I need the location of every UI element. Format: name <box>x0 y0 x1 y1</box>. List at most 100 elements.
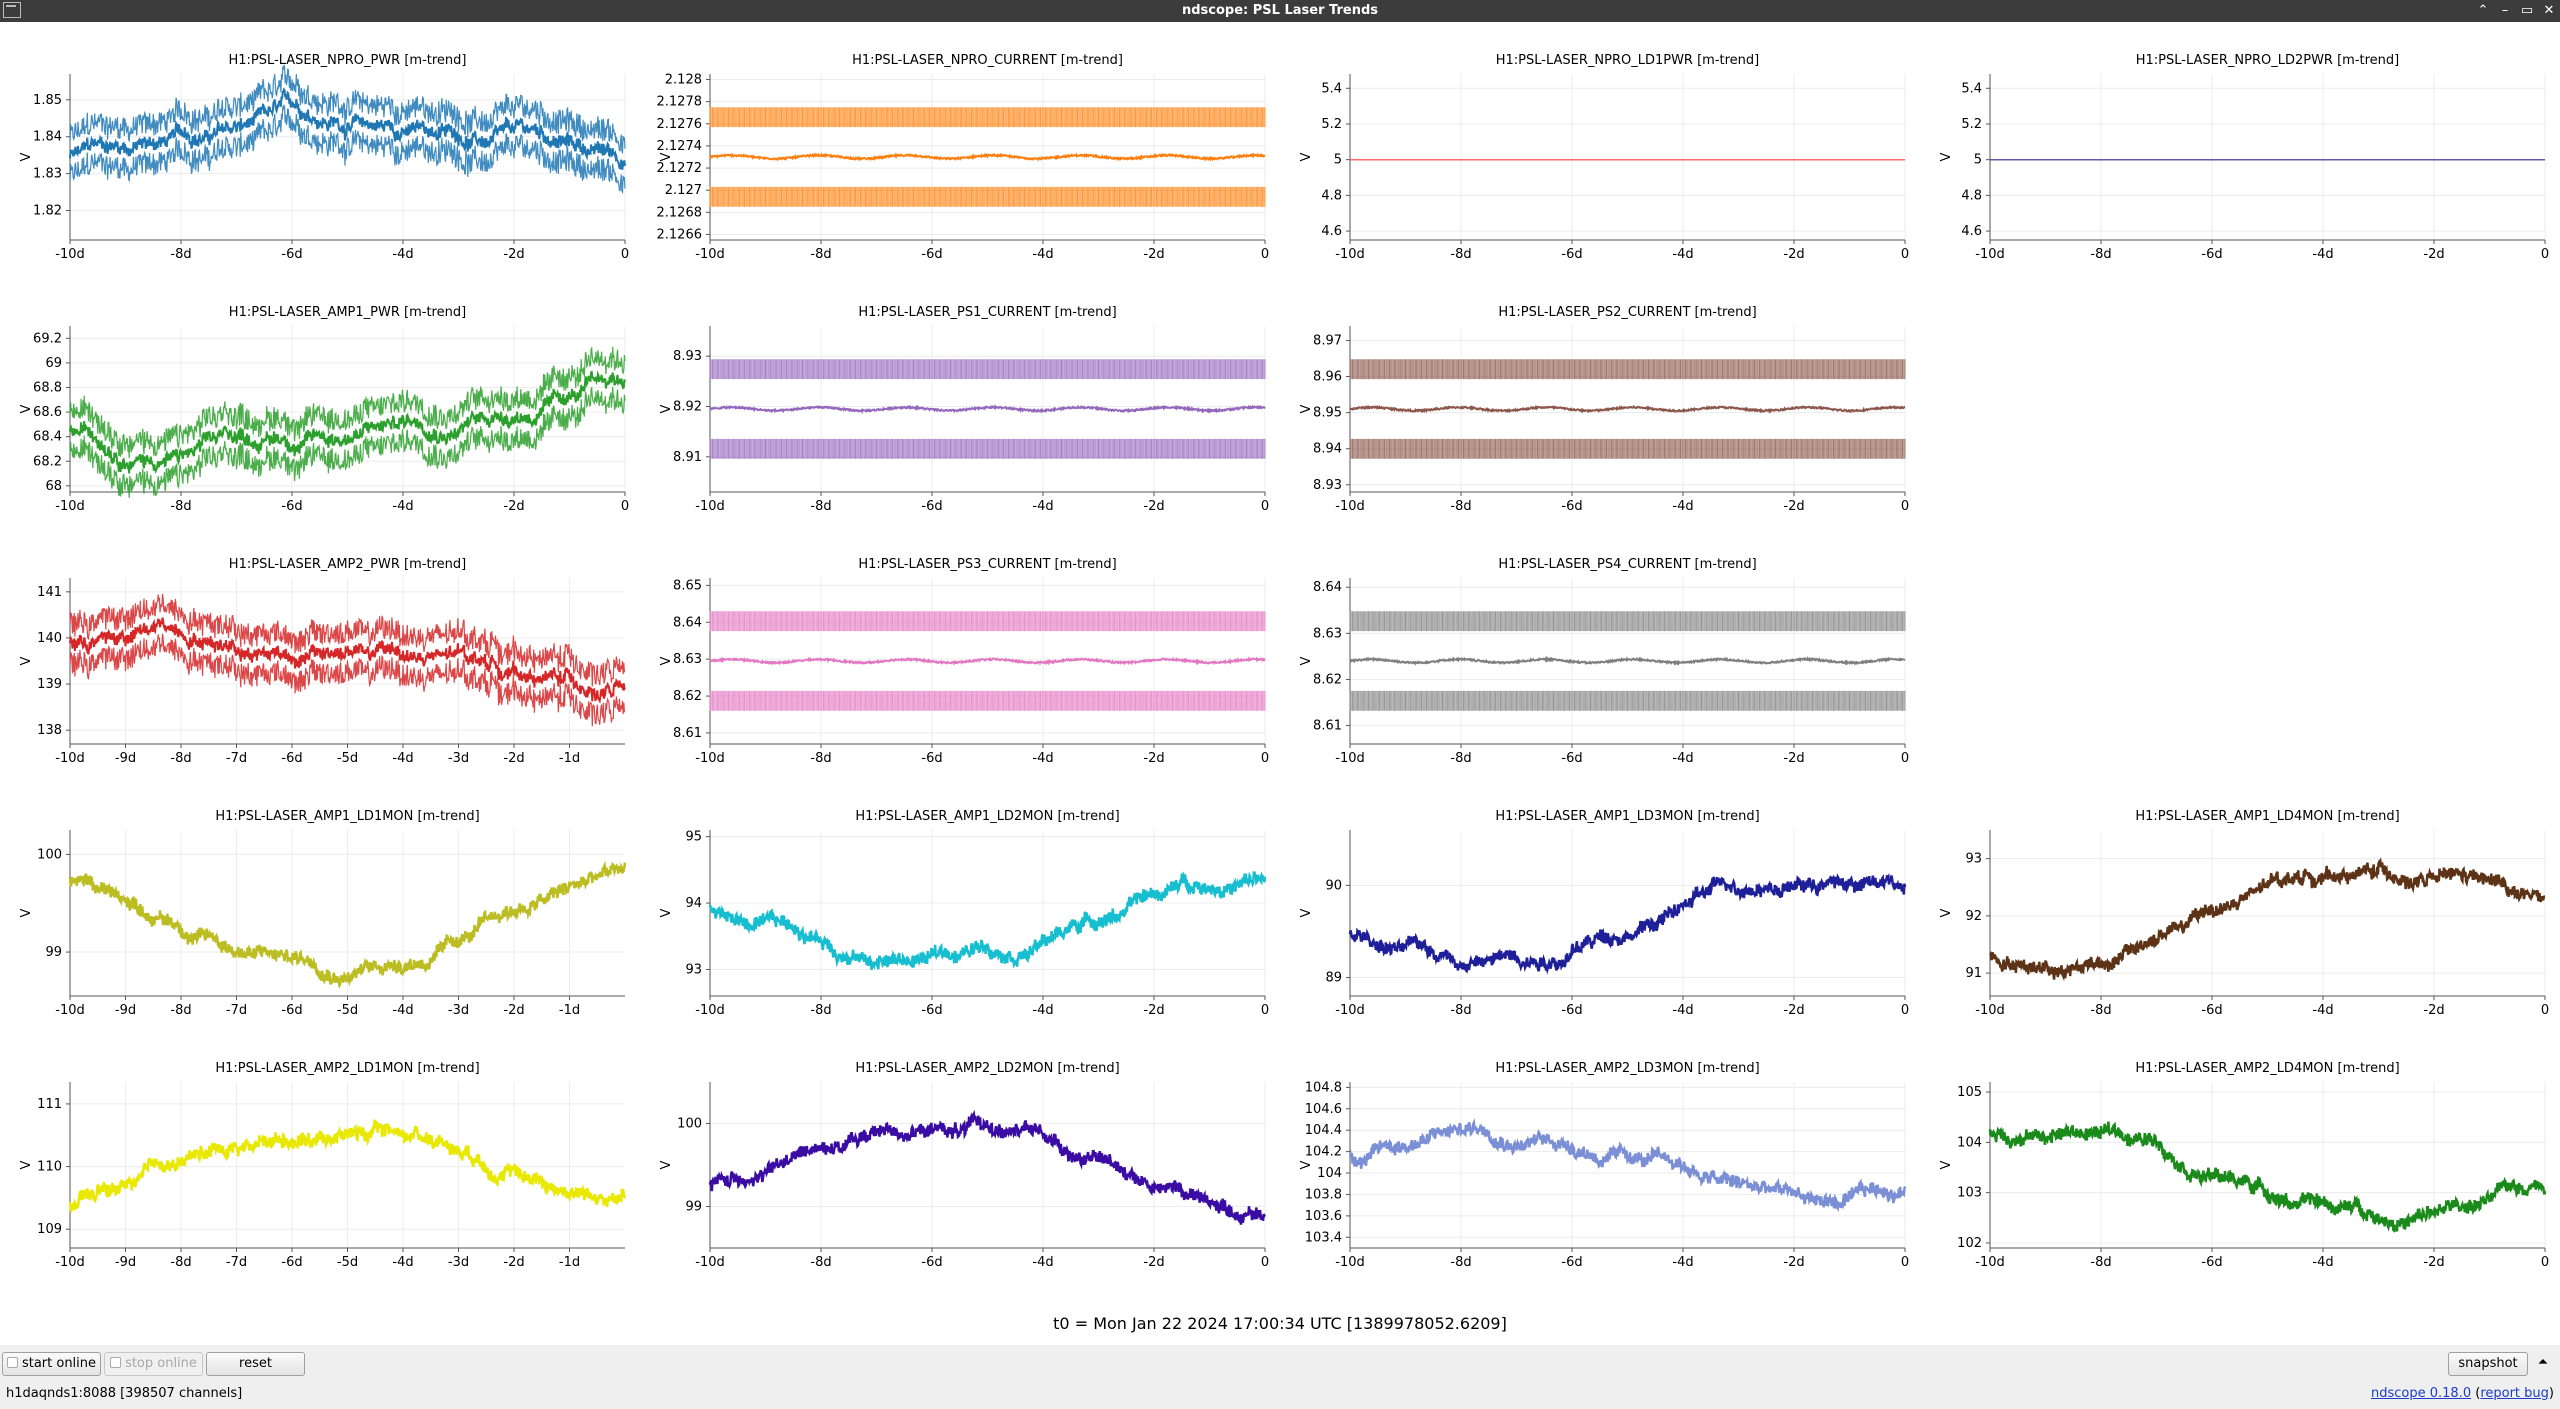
y-tick-label: 68.4 <box>33 430 62 445</box>
y-axis-label: V <box>659 152 674 161</box>
plot-title: H1:PSL-LASER_PS1_CURRENT [m-trend] <box>858 305 1116 320</box>
y-tick-label: 104 <box>1957 1135 1982 1150</box>
plot-9[interactable]: H1:PSL-LASER_PS3_CURRENT [m-trend] V 8.65 8… <box>640 526 1280 778</box>
y-tick-label: 140 <box>37 631 62 646</box>
trace-mean <box>709 152 1266 162</box>
y-tick-label: 8.97 <box>1313 333 1342 348</box>
plot-2[interactable]: H1:PSL-LASER_NPRO_CURRENT [m-trend] V 2.12… <box>640 22 1280 274</box>
y-tick-label: 1.83 <box>33 167 62 182</box>
x-tick-label: -10d <box>1335 1255 1365 1270</box>
y-tick-label: 5 <box>1334 153 1342 168</box>
x-tick-label: 0 <box>1261 247 1269 262</box>
trace <box>69 64 626 195</box>
plot-11[interactable]: H1:PSL-LASER_AMP1_LD1MON [m-trend] V 100 99… <box>0 778 640 1030</box>
y-tick-label: 69 <box>45 356 62 371</box>
trace-mean <box>69 87 626 170</box>
trace-mean <box>709 404 1266 415</box>
x-tick-label: 0 <box>2541 247 2549 262</box>
close-icon[interactable]: ✕ <box>2543 3 2555 18</box>
trace-max <box>1349 359 1906 380</box>
plot-title: H1:PSL-LASER_NPRO_CURRENT [m-trend] <box>852 53 1123 68</box>
trace-max <box>709 107 1266 128</box>
trace-mean <box>1349 655 1906 666</box>
y-tick-label: 5.2 <box>1321 117 1342 132</box>
keep-above-icon[interactable]: ⌃ <box>2477 3 2489 18</box>
y-axis-label: V <box>659 656 674 665</box>
trace <box>709 359 1266 459</box>
bottom-toolbar: start online stop online reset snapshot … <box>0 1345 2560 1409</box>
x-tick-label: -6d <box>921 499 942 514</box>
trace-mean <box>1348 1118 1907 1213</box>
plot-3[interactable]: H1:PSL-LASER_NPRO_LD1PWR [m-trend] V 5.4 5.… <box>1280 22 1920 274</box>
x-tick-label: -6d <box>1561 1255 1582 1270</box>
y-axis-label: V <box>19 656 34 665</box>
x-tick-label: -5d <box>337 1255 358 1270</box>
plot-1[interactable]: H1:PSL-LASER_NPRO_PWR [m-trend] V 1.85 1.84… <box>0 22 640 274</box>
y-tick-label: 141 <box>37 585 62 600</box>
plot-7[interactable]: H1:PSL-LASER_PS2_CURRENT [m-trend] V 8.97 8… <box>1280 274 1920 526</box>
plot-18[interactable]: H1:PSL-LASER_AMP2_LD4MON [m-trend] V 105 10… <box>1920 1030 2560 1282</box>
x-tick-label: -8d <box>1450 499 1471 514</box>
x-tick-label: -4d <box>392 499 413 514</box>
plot-title: H1:PSL-LASER_PS3_CURRENT [m-trend] <box>858 557 1116 572</box>
y-tick-label: 8.95 <box>1313 406 1342 421</box>
reset-button[interactable]: reset <box>206 1352 305 1376</box>
y-axis-label: V <box>659 908 674 917</box>
x-tick-label: -6d <box>2201 1255 2222 1270</box>
version-link[interactable]: ndscope 0.18.0 <box>2371 1386 2472 1401</box>
plot-15[interactable]: H1:PSL-LASER_AMP2_LD1MON [m-trend] V 111 11… <box>0 1030 640 1282</box>
y-tick-label: 2.127 <box>665 183 702 198</box>
x-tick-label: -6d <box>281 1003 302 1018</box>
snapshot-button[interactable]: snapshot <box>2448 1352 2528 1376</box>
y-tick-label: 4.6 <box>1321 224 1342 239</box>
x-tick-label: -8d <box>1450 1255 1471 1270</box>
x-tick-label: -8d <box>810 751 831 766</box>
y-tick-label: 68.6 <box>33 405 62 420</box>
trace-min <box>69 386 626 498</box>
report-bug-link[interactable]: report bug <box>2480 1386 2549 1401</box>
y-tick-label: 2.1278 <box>657 95 703 110</box>
x-tick-label: 0 <box>1901 499 1909 514</box>
plot-4[interactable]: H1:PSL-LASER_NPRO_LD2PWR [m-trend] V 5.4 5.… <box>1920 22 2560 274</box>
plot-title: H1:PSL-LASER_NPRO_LD2PWR [m-trend] <box>2136 53 2400 68</box>
x-tick-label: -8d <box>810 1003 831 1018</box>
plot-5[interactable]: H1:PSL-LASER_AMP1_PWR [m-trend] V 69.2 69 68… <box>0 274 640 526</box>
x-tick-label: -4d <box>2312 1003 2333 1018</box>
plot-10[interactable]: H1:PSL-LASER_PS4_CURRENT [m-trend] V 8.64 8… <box>1280 526 1920 778</box>
trace-mean <box>708 871 1267 971</box>
minimize-icon[interactable]: – <box>2501 3 2509 18</box>
y-tick-label: 4.6 <box>1961 224 1982 239</box>
trace-mean <box>68 860 627 989</box>
y-axis-label: V <box>19 404 34 413</box>
y-tick-label: 138 <box>37 723 62 738</box>
maximize-icon[interactable]: ▭ <box>2520 3 2534 18</box>
trace <box>69 346 626 498</box>
x-tick-label: -8d <box>810 247 831 262</box>
trace-min <box>1349 690 1906 711</box>
start-online-button[interactable]: start online <box>2 1352 101 1376</box>
x-tick-label: -6d <box>2201 1003 2222 1018</box>
x-tick-label: -6d <box>2201 247 2222 262</box>
x-tick-label: -6d <box>921 247 942 262</box>
y-tick-label: 102 <box>1957 1236 1982 1251</box>
expand-arrow-icon[interactable]: ⏶ <box>2537 1355 2549 1370</box>
x-tick-label: -10d <box>55 751 85 766</box>
x-tick-label: -4d <box>1032 247 1053 262</box>
plot-14[interactable]: H1:PSL-LASER_AMP1_LD4MON [m-trend] V 93 92 9… <box>1920 778 2560 1030</box>
trace <box>1349 359 1906 459</box>
x-tick-label: -5d <box>337 751 358 766</box>
plot-12[interactable]: H1:PSL-LASER_AMP1_LD2MON [m-trend] V 95 94 9… <box>640 778 1280 1030</box>
y-tick-label: 95 <box>685 830 702 845</box>
stop-online-label: stop online <box>125 1356 197 1371</box>
y-axis-label: V <box>1299 908 1314 917</box>
plot-13[interactable]: H1:PSL-LASER_AMP1_LD3MON [m-trend] V 90 89 -… <box>1280 778 1920 1030</box>
x-tick-label: -4d <box>1032 499 1053 514</box>
plot-17[interactable]: H1:PSL-LASER_AMP2_LD3MON [m-trend] V 104.8… <box>1280 1030 1920 1282</box>
plot-16[interactable]: H1:PSL-LASER_AMP2_LD2MON [m-trend] V 100 99… <box>640 1030 1280 1282</box>
x-tick-label: -8d <box>170 1255 191 1270</box>
y-tick-label: 68 <box>45 479 62 494</box>
plot-8[interactable]: H1:PSL-LASER_AMP2_PWR [m-trend] V 141 140 13… <box>0 526 640 778</box>
trace-mean <box>69 370 626 474</box>
plot-title: H1:PSL-LASER_AMP1_LD1MON [m-trend] <box>215 809 479 824</box>
plot-6[interactable]: H1:PSL-LASER_PS1_CURRENT [m-trend] V 8.93 8… <box>640 274 1280 526</box>
